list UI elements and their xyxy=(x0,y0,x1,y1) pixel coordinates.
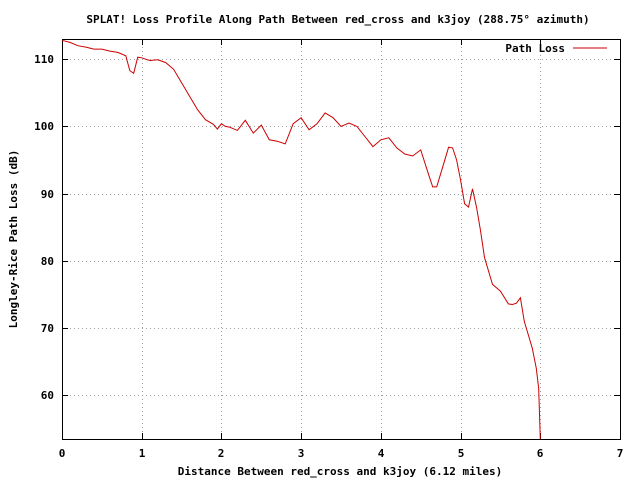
x-tick-label: 7 xyxy=(617,447,624,460)
x-tick-label: 6 xyxy=(537,447,544,460)
legend-label: Path Loss xyxy=(505,42,565,55)
x-tick-label: 3 xyxy=(298,447,305,460)
y-tick-label: 110 xyxy=(34,53,54,66)
x-tick-label: 1 xyxy=(139,447,146,460)
y-tick-label: 100 xyxy=(34,120,54,133)
axis-ticks xyxy=(62,39,621,439)
chart-title: SPLAT! Loss Profile Along Path Between r… xyxy=(86,13,589,26)
series-layer xyxy=(61,39,541,440)
x-axis-tick-labels: 0 1 2 3 4 5 6 7 xyxy=(59,447,624,460)
y-tick-label: 80 xyxy=(41,255,54,268)
grid xyxy=(62,39,620,439)
y-axis-label: Longley-Rice Path Loss (dB) xyxy=(7,150,20,329)
x-axis-label: Distance Between red_cross and k3joy (6.… xyxy=(178,465,503,478)
x-tick-label: 4 xyxy=(378,447,385,460)
y-tick-label: 60 xyxy=(41,389,54,402)
x-tick-label: 0 xyxy=(59,447,66,460)
y-axis-tick-labels: 60 70 80 90 100 110 xyxy=(34,53,54,402)
path-loss-line xyxy=(61,39,541,440)
x-tick-label: 5 xyxy=(458,447,465,460)
y-tick-label: 70 xyxy=(41,322,54,335)
y-tick-label: 90 xyxy=(41,188,54,201)
plot-frame xyxy=(62,39,621,440)
legend: Path Loss xyxy=(505,42,607,55)
x-tick-label: 2 xyxy=(218,447,225,460)
